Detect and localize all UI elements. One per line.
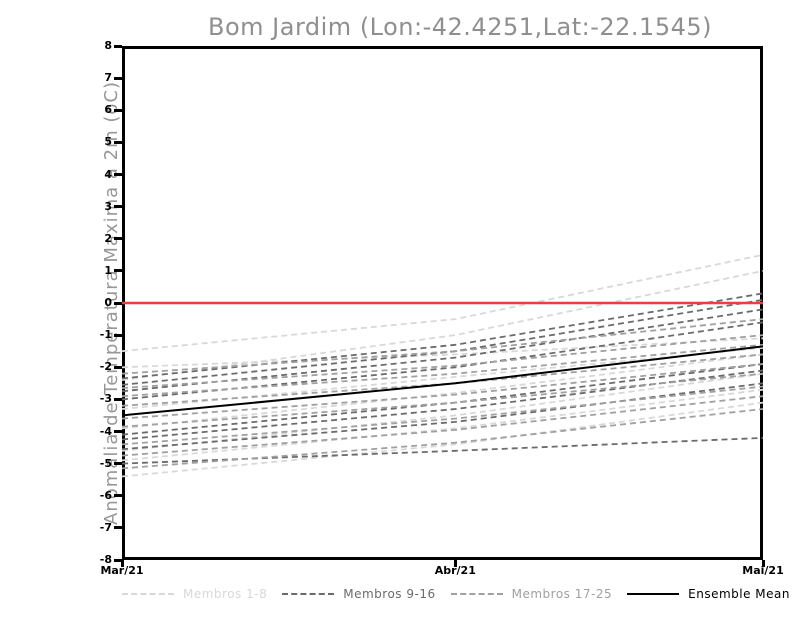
x-tick-mark [761, 560, 765, 567]
ensemble-member-line-g2-6 [122, 385, 763, 446]
y-tick-mark [114, 430, 122, 433]
ensemble-member-line-g2-4 [122, 363, 763, 420]
y-tick-mark [114, 333, 122, 337]
y-tick-mark [114, 462, 122, 466]
ensemble-member-line-g2-5 [122, 372, 763, 428]
ensemble-member-line-g2-7 [122, 395, 763, 457]
y-tick-label: -8 [99, 553, 112, 566]
y-tick-mark [114, 269, 122, 273]
y-tick-mark [114, 44, 122, 48]
legend-item-2: Membros 9-16 [282, 587, 435, 601]
x-tick-mark [453, 560, 457, 567]
y-tick-label: -6 [99, 488, 112, 502]
y-tick-mark [114, 205, 122, 209]
ensemble-member-line-g0-4 [122, 372, 763, 452]
x-tick-label: Mai/21 [742, 564, 784, 577]
ensemble-member-line-g0-5 [122, 388, 763, 462]
legend-dashed-line-sample [122, 593, 174, 595]
legend-dashed-line-sample [282, 593, 335, 595]
y-tick-mark [114, 494, 122, 498]
legend-label: Ensemble Mean [688, 587, 790, 601]
legend-label: Membros 1-8 [183, 587, 268, 601]
ensemble-member-line-g0-6 [122, 401, 763, 478]
ensemble-member-line-g1-7 [122, 437, 763, 465]
y-tick-label: 0 [104, 296, 112, 309]
ensemble-member-line-g0-3 [122, 353, 763, 430]
y-tick-label: -3 [99, 392, 112, 406]
y-tick-mark [114, 397, 122, 401]
legend-label: Membros 9-16 [343, 587, 436, 601]
ensemble-mean-line [122, 345, 763, 417]
legend: Membros 1-8 Membros 9-16 Membros 17-25 Ense… [122, 585, 790, 603]
y-tick-mark [114, 76, 122, 80]
legend-solid-line-sample [627, 593, 680, 595]
y-tick-label: 5 [104, 135, 112, 149]
ensemble-member-line-g0-7 [122, 337, 763, 369]
plot-area [122, 46, 763, 560]
x-tick-mark [120, 560, 124, 567]
legend-item-4: Ensemble Mean [627, 587, 790, 601]
x-tick-label: Mar/21 [100, 564, 144, 577]
y-tick-label: 2 [104, 231, 112, 245]
y-tick-label: 1 [104, 263, 112, 277]
legend-item-3: Membros 17-25 [450, 587, 613, 601]
y-tick-label: -1 [99, 328, 112, 342]
legend-dashed-line-sample [450, 593, 503, 595]
y-tick-label: 8 [104, 39, 112, 52]
ensemble-member-line-g2-0 [122, 318, 763, 375]
ensemble-member-line-g2-2 [122, 343, 763, 398]
y-tick-label: 6 [104, 103, 112, 117]
y-tick-mark [114, 140, 122, 144]
y-tick-mark [114, 301, 122, 305]
ensemble-member-line-g2-1 [122, 334, 763, 389]
y-tick-mark [114, 237, 122, 241]
ensemble-member-line-g2-8 [122, 408, 763, 470]
y-tick-label: 4 [104, 167, 112, 181]
legend-item-1: Membros 1-8 [122, 587, 267, 601]
ensemble-member-line-g1-0 [122, 292, 763, 380]
chart-title: Bom Jardim (Lon:-42.4251,Lat:-22.1545) [208, 13, 712, 41]
y-tick-mark [114, 108, 122, 112]
y-tick-label: -2 [99, 360, 112, 374]
y-tick-mark [114, 173, 122, 176]
legend-label: Membros 17-25 [511, 587, 613, 601]
ensemble-member-line-g1-6 [122, 382, 763, 451]
x-tick-label: Abr/21 [434, 564, 476, 577]
y-tick-label: -5 [99, 456, 112, 470]
ensemble-member-line-g0-1 [122, 270, 763, 381]
y-tick-label: -7 [99, 520, 112, 534]
ensemble-member-line-g1-3 [122, 321, 763, 401]
y-tick-mark [114, 365, 122, 369]
y-tick-label: 3 [104, 199, 112, 213]
plot-svg [122, 253, 763, 478]
ensemble-member-line-g0-0 [122, 253, 763, 353]
y-tick-mark [114, 558, 122, 562]
y-tick-label: 7 [104, 71, 112, 85]
ensemble-member-line-g2-3 [122, 353, 763, 407]
y-tick-label: -4 [99, 424, 112, 438]
y-tick-mark [114, 526, 122, 530]
ensemble-member-line-g1-1 [122, 298, 763, 386]
